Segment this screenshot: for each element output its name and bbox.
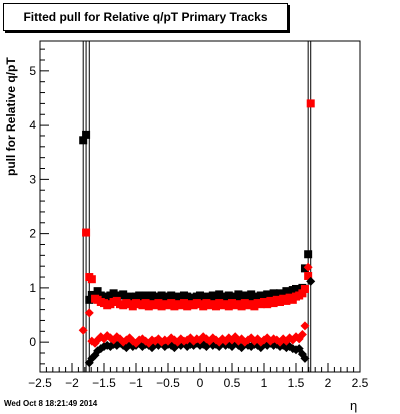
x-tick-label: −2.5 — [28, 376, 52, 390]
chart-title: Fitted pull for Relative q/pT Primary Tr… — [3, 3, 288, 31]
x-tick-label: 2 — [325, 376, 332, 390]
data-point-diamond — [78, 325, 88, 335]
x-tick-label: 0.5 — [224, 376, 241, 390]
data-point-square — [93, 287, 102, 296]
data-point-diamond — [306, 276, 316, 286]
data-point-square — [85, 295, 94, 304]
data-point-square — [304, 250, 313, 259]
data-point-diamond — [84, 308, 94, 318]
error-bar-lines — [82, 41, 312, 372]
y-tick-label: 1 — [29, 281, 36, 295]
plot-frame — [39, 40, 361, 373]
data-point-square — [82, 130, 91, 139]
x-tick-label: 1 — [261, 376, 268, 390]
data-point-diamond — [300, 321, 310, 331]
data-point-square — [298, 289, 307, 298]
data-point-square — [79, 136, 88, 145]
x-tick-label: −0.5 — [156, 376, 180, 390]
y-tick-label: 0 — [29, 335, 36, 349]
data-point-square — [304, 271, 313, 280]
y-tick-label: 5 — [29, 64, 36, 78]
y-tick-label: 4 — [29, 118, 36, 132]
x-tick-label: −2 — [65, 376, 79, 390]
data-point-square — [300, 284, 309, 293]
x-tick-label: 2.5 — [352, 376, 369, 390]
x-axis-label: η — [350, 398, 358, 413]
data-point-diamond — [303, 262, 313, 272]
data-point-diamond — [297, 330, 307, 340]
data-point-square — [119, 290, 128, 299]
timestamp: Wed Oct 8 18:21:49 2014 — [4, 399, 98, 408]
data-point-diamond — [300, 353, 310, 363]
x-tick-label: −1 — [129, 376, 143, 390]
y-tick-label: 3 — [29, 172, 36, 186]
data-point-square — [87, 275, 96, 284]
y-tick-label: 2 — [29, 227, 36, 241]
x-tick-label: 1.5 — [288, 376, 305, 390]
x-tick-label: −1.5 — [92, 376, 116, 390]
data-point-square — [82, 228, 91, 237]
axes: −2.5 −2 −1.5 −1 −0.5 0 0.5 1 1.5 2 2.5 0 1 2 3 4 5 — [28, 48, 369, 390]
data-point-square — [306, 99, 315, 108]
data-marks — [78, 99, 316, 368]
x-tick-label: 0 — [197, 376, 204, 390]
